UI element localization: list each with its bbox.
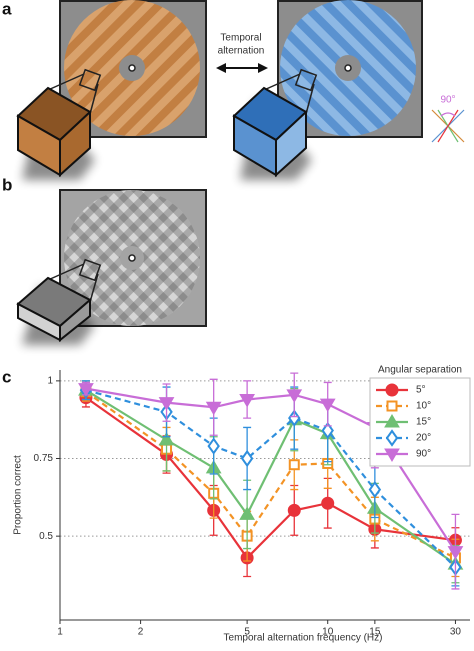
marker: [384, 414, 400, 428]
series-line: [85, 389, 457, 568]
zoom-cube-side: [59, 109, 91, 178]
x-tick-label: 10: [322, 627, 334, 638]
x-tick-label: 30: [450, 627, 462, 638]
marker: [384, 448, 400, 462]
series-line: [85, 389, 457, 566]
legend-title: Angular separation: [378, 365, 462, 376]
panel-label: c: [2, 367, 11, 386]
plot: 0.5 0.75 1 1 2 5 10 15 30 Angular separation 5° 10°…: [34, 365, 471, 638]
marker: [288, 409, 301, 427]
zoom-box: [78, 68, 102, 92]
marker: [288, 459, 300, 471]
x-tick-label: 1: [57, 627, 63, 638]
y-tick-label: 1: [47, 376, 53, 387]
fixation: [128, 64, 136, 72]
panel-b: [16, 189, 207, 345]
marker: [385, 429, 399, 447]
angle-label: 90°: [440, 95, 455, 106]
legend-label: 90°: [416, 449, 431, 460]
fixation: [128, 254, 136, 262]
marker: [239, 394, 255, 408]
series-line: [85, 390, 456, 559]
zoom-box: [78, 258, 102, 282]
x-tick-label: 15: [369, 627, 381, 638]
y-axis-label: Proportion correct: [13, 455, 24, 535]
x-axis-label: Temporal alternation frequency (Hz): [224, 633, 383, 644]
marker: [368, 480, 382, 499]
fixation: [344, 64, 352, 72]
marker: [385, 383, 399, 397]
alternation-label: alternation: [218, 46, 265, 57]
panel-a: Temporal alternation 90°: [16, 0, 465, 180]
marker: [158, 431, 175, 446]
legend-label: 20°: [416, 433, 431, 444]
marker: [205, 401, 222, 416]
series-line: [85, 387, 457, 553]
marker: [321, 421, 334, 440]
panel-label: b: [2, 175, 12, 194]
legend-label: 10°: [416, 401, 431, 412]
legend-label: 15°: [416, 417, 431, 428]
legend-label: 5°: [416, 385, 426, 396]
marker: [78, 383, 94, 397]
zoom-box: [294, 68, 318, 92]
marker: [287, 503, 301, 517]
angle-icon: [431, 109, 465, 143]
marker: [319, 398, 336, 413]
marker: [386, 400, 398, 412]
marker: [239, 506, 255, 520]
zoom-cube-side: [275, 109, 307, 178]
marker: [207, 437, 220, 455]
x-tick-label: 2: [138, 627, 144, 638]
marker: [321, 496, 335, 510]
alternation-label: Temporal: [220, 33, 261, 44]
y-tick-label: 0.5: [39, 531, 53, 542]
series-line: [85, 396, 456, 560]
x-tick-label: 5: [244, 627, 250, 638]
zoom-cube-side: [59, 297, 91, 343]
marker: [447, 546, 464, 560]
panel-label: a: [2, 0, 12, 18]
marker: [286, 389, 303, 403]
y-tick-label: 0.75: [34, 453, 54, 464]
marker: [240, 449, 254, 468]
marker: [158, 397, 175, 411]
